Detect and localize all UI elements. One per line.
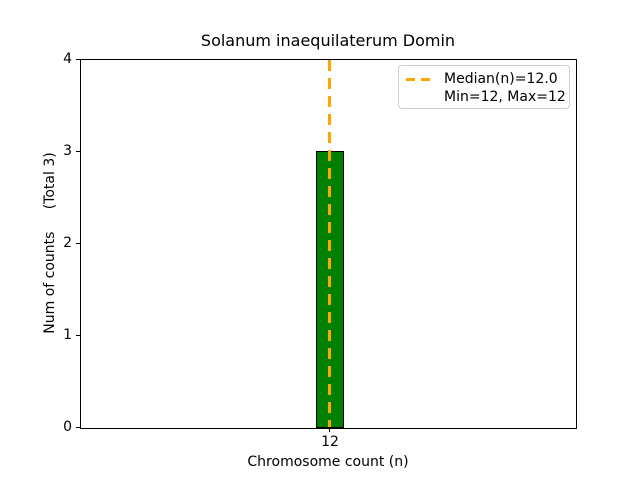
ytick-mark-2 <box>76 243 80 244</box>
dashed-line-icon <box>406 77 436 81</box>
ytick-label-3: 3 <box>63 143 72 159</box>
median-line <box>328 60 331 427</box>
xtick-label-12: 12 <box>321 434 339 450</box>
legend-label-median: Median(n)=12.0 <box>444 71 558 87</box>
legend-entry-median: Median(n)=12.0 <box>406 70 561 88</box>
ytick-label-2: 2 <box>63 235 72 251</box>
chart-title: Solanum inaequilaterum Domin <box>200 31 456 50</box>
ytick-label-0: 0 <box>63 419 72 435</box>
legend-entry-minmax: Min=12, Max=12 <box>406 88 566 106</box>
ytick-mark-3 <box>76 151 80 152</box>
xtick-mark-12 <box>329 428 330 432</box>
ytick-label-1: 1 <box>63 327 72 343</box>
ytick-mark-1 <box>76 335 80 336</box>
y-axis-label: Num of counts (Total 3) <box>42 152 58 334</box>
x-axis-label: Chromosome count (n) <box>247 454 409 470</box>
legend: Median(n)=12.0 Min=12, Max=12 <box>398 65 570 109</box>
legend-marker-spacer <box>406 96 436 99</box>
legend-label-minmax: Min=12, Max=12 <box>444 89 566 105</box>
ytick-mark-0 <box>76 427 80 428</box>
ytick-label-4: 4 <box>63 51 72 67</box>
ytick-mark-4 <box>76 59 80 60</box>
